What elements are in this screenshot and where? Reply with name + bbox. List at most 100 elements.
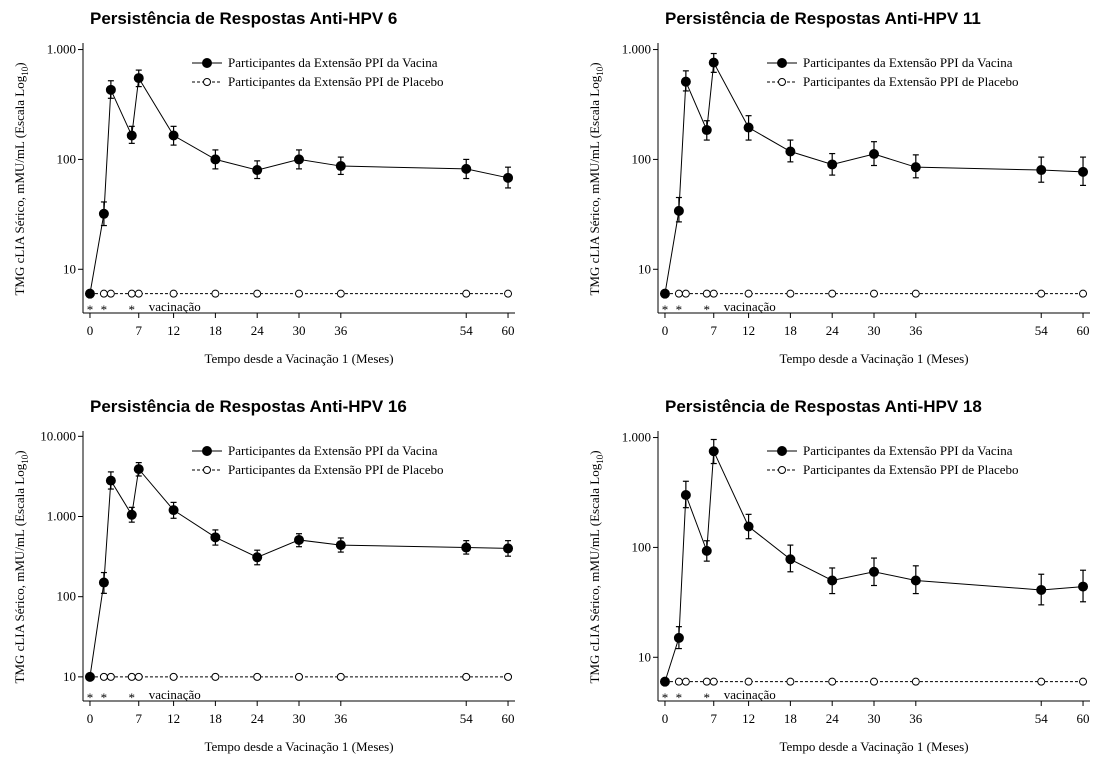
chart-title: Persistência de Respostas Anti-HPV 11 [665,9,981,28]
point [335,540,346,551]
legend-marker [203,78,211,86]
point [504,289,513,298]
point [211,289,220,298]
x-tick-label: 24 [826,323,840,338]
chart-title: Persistência de Respostas Anti-HPV 16 [90,397,407,416]
y-axis-label-sub: 10 [595,66,605,76]
y-tick-label: 1.000 [47,509,76,524]
point [680,76,691,87]
legend-label: Participantes da Extensão PPI de Placebo [228,74,444,89]
point [134,672,143,681]
point [827,159,838,170]
point [252,165,263,176]
point [785,146,796,157]
vaccination-marker: * [129,690,136,705]
point [134,289,143,298]
legend-marker [778,78,786,86]
point [702,289,711,298]
legend-label: Participantes da Extensão PPI de Placebo [803,462,1019,477]
y-axis-label-main: TMG cLIA Sérico, mMU/mL (Escala Log [12,463,27,683]
point [910,162,921,173]
x-axis-label: Tempo desde a Vacinação 1 (Meses) [779,351,968,366]
y-tick-label: 10 [638,649,651,664]
x-tick-label: 30 [868,711,881,726]
vaccination-text: vacinação [724,687,776,702]
x-tick-label: 36 [909,711,923,726]
x-tick-label: 54 [1035,323,1049,338]
point [105,475,116,486]
point [828,677,837,686]
point [253,289,262,298]
point [1078,166,1089,177]
y-axis-label-sub: 10 [20,66,30,76]
vaccination-marker: * [704,690,711,705]
point [744,289,753,298]
x-tick-label: 0 [87,323,94,338]
x-tick-label: 54 [460,711,474,726]
vaccination-marker: * [101,302,108,317]
vaccination-marker: * [662,302,669,317]
x-tick-label: 12 [167,711,180,726]
point [133,73,144,84]
x-tick-label: 60 [502,711,515,726]
vaccination-marker: * [676,302,683,317]
point [1037,289,1046,298]
x-tick-label: 30 [293,711,306,726]
point [106,289,115,298]
legend-label: Participantes da Extensão PPI de Placebo [228,462,444,477]
vaccination-marker: * [704,302,711,317]
point [681,677,690,686]
point [126,130,137,141]
point [210,532,221,543]
point [294,154,304,165]
y-axis-label-end: ) [587,62,602,66]
point [84,288,95,299]
legend-marker [202,58,212,68]
x-tick-label: 60 [1077,711,1090,726]
x-tick-label: 24 [251,323,265,338]
point [503,543,514,554]
y-tick-label: 10.000 [40,428,76,443]
point [870,677,878,686]
x-tick-label: 7 [710,711,717,726]
series-line [89,76,509,294]
y-axis-label: TMG cLIA Sérico, mMU/mL (Escala Log10) [12,62,30,295]
point [133,464,144,475]
point [105,84,116,95]
vaccination-text: vacinação [149,687,201,702]
point [869,566,879,577]
y-tick-label: 100 [632,539,652,554]
point [708,446,719,457]
point [84,671,95,682]
point [659,288,670,299]
x-tick-label: 36 [909,323,923,338]
y-axis-label-main: TMG cLIA Sérico, mMU/mL (Escala Log [12,75,27,295]
x-tick-label: 7 [135,711,142,726]
x-tick-label: 18 [784,711,797,726]
point [127,289,136,298]
point [1078,581,1089,592]
point [827,575,838,586]
point [1079,677,1088,686]
x-tick-label: 24 [826,711,840,726]
point [1036,584,1047,595]
y-axis-label: TMG cLIA Sérico, mMU/mL (Escala Log10) [12,450,30,683]
point [106,672,115,681]
point [169,672,178,681]
legend-marker [203,466,211,474]
point [786,677,795,686]
x-tick-label: 12 [167,323,180,338]
point [743,521,754,532]
point [99,672,108,681]
point [336,289,345,298]
x-tick-label: 30 [293,323,306,338]
legend-label: Participantes da Extensão PPI da Vacina [803,55,1013,70]
point [744,677,753,686]
x-tick-label: 60 [1077,323,1090,338]
y-axis-label-main: TMG cLIA Sérico, mMU/mL (Escala Log [587,75,602,295]
legend-label: Participantes da Extensão PPI da Vacina [228,443,438,458]
point [1037,677,1046,686]
legend-marker [777,446,787,456]
vaccination-text: vacinação [149,299,201,314]
